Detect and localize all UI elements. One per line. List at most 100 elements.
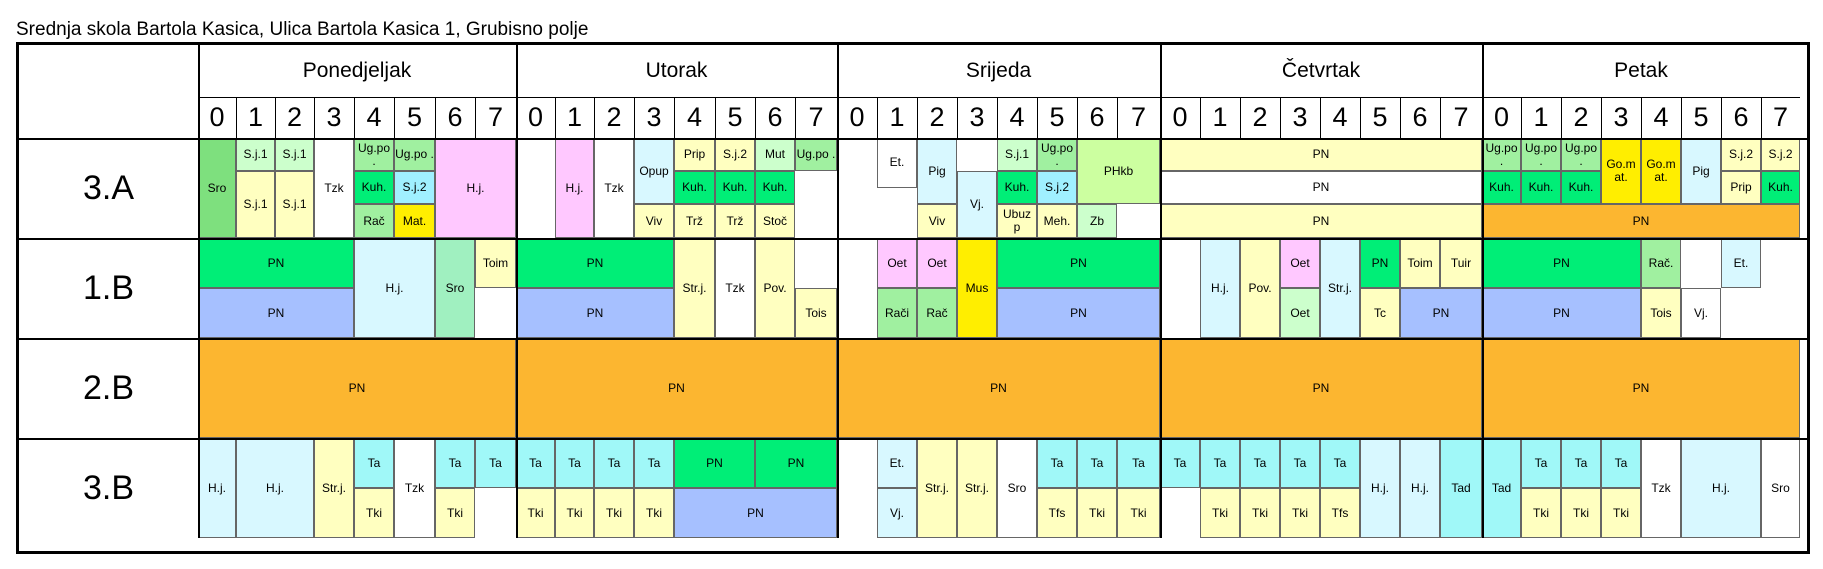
lesson-cell[interactable]: S.j.1: [275, 138, 314, 171]
lesson-cell[interactable]: Kuh.: [674, 171, 715, 204]
lesson-cell[interactable]: Toim: [1400, 238, 1440, 288]
lesson-cell[interactable]: PN: [1360, 238, 1400, 288]
lesson-cell[interactable]: Ta: [1200, 438, 1240, 488]
lesson-cell[interactable]: S.j.2: [394, 171, 435, 204]
lesson-cell[interactable]: Ta: [594, 438, 634, 488]
lesson-cell[interactable]: Trž: [715, 204, 755, 238]
lesson-cell[interactable]: Ta: [1320, 438, 1360, 488]
lesson-cell[interactable]: Tki: [1240, 488, 1280, 538]
lesson-cell[interactable]: PN: [997, 288, 1160, 338]
lesson-cell[interactable]: Ug.po .: [1561, 138, 1601, 171]
lesson-cell[interactable]: PN: [198, 288, 354, 338]
lesson-cell[interactable]: PN: [997, 238, 1160, 288]
lesson-cell[interactable]: Str.j.: [314, 438, 354, 538]
lesson-cell[interactable]: Ta: [555, 438, 594, 488]
lesson-cell[interactable]: Tki: [594, 488, 634, 538]
lesson-cell[interactable]: Trž: [674, 204, 715, 238]
lesson-cell[interactable]: Kuh.: [755, 171, 795, 204]
lesson-cell[interactable]: Tki: [354, 488, 394, 538]
lesson-cell[interactable]: PN: [674, 438, 755, 488]
lesson-cell[interactable]: Oet: [1280, 288, 1320, 338]
lesson-cell[interactable]: Rači: [877, 288, 917, 338]
lesson-cell[interactable]: Oet: [917, 238, 957, 288]
lesson-cell[interactable]: Et.: [877, 138, 917, 188]
lesson-cell[interactable]: Kuh.: [1482, 171, 1521, 204]
lesson-cell[interactable]: Meh.: [1037, 204, 1077, 238]
lesson-cell[interactable]: Ta: [1037, 438, 1077, 488]
lesson-cell[interactable]: Ug.po .: [1037, 138, 1077, 171]
lesson-cell[interactable]: Toim: [475, 238, 516, 288]
lesson-cell[interactable]: Oet: [1280, 238, 1320, 288]
lesson-cell[interactable]: Ta: [1240, 438, 1280, 488]
lesson-cell[interactable]: Go.m at.: [1641, 138, 1681, 204]
lesson-cell[interactable]: S.j.1: [236, 171, 275, 238]
lesson-cell[interactable]: Tki: [1200, 488, 1240, 538]
lesson-cell[interactable]: Mut: [755, 138, 795, 171]
lesson-cell[interactable]: Mat.: [394, 204, 435, 238]
lesson-cell[interactable]: Kuh.: [354, 171, 394, 204]
lesson-cell[interactable]: Ug.po .: [394, 138, 435, 171]
lesson-cell[interactable]: Vj.: [957, 171, 997, 238]
lesson-cell[interactable]: S.j.2: [715, 138, 755, 171]
lesson-cell[interactable]: S.j.1: [275, 171, 314, 238]
lesson-cell[interactable]: Tois: [795, 288, 837, 338]
lesson-cell[interactable]: PN: [674, 488, 837, 538]
lesson-cell[interactable]: Tki: [1521, 488, 1561, 538]
lesson-cell[interactable]: Kuh.: [997, 171, 1037, 204]
lesson-cell[interactable]: PN: [1482, 238, 1641, 288]
lesson-cell[interactable]: Ta: [516, 438, 555, 488]
lesson-cell[interactable]: Tc: [1360, 288, 1400, 338]
lesson-cell[interactable]: Et.: [1721, 238, 1761, 288]
lesson-cell[interactable]: S.j.2: [1721, 138, 1761, 171]
lesson-cell[interactable]: Ta: [1601, 438, 1641, 488]
lesson-cell[interactable]: Vj.: [877, 488, 917, 538]
lesson-cell[interactable]: Tzk: [394, 438, 435, 538]
lesson-cell[interactable]: Tois: [1641, 288, 1681, 338]
lesson-cell[interactable]: Sro: [198, 138, 236, 238]
lesson-cell[interactable]: Ubuz p: [997, 204, 1037, 238]
lesson-cell[interactable]: Tzk: [594, 138, 634, 238]
lesson-cell[interactable]: Ug.po .: [1482, 138, 1521, 171]
lesson-cell[interactable]: Rač: [917, 288, 957, 338]
lesson-cell[interactable]: Pov.: [1240, 238, 1280, 338]
lesson-cell[interactable]: H.j.: [1200, 238, 1240, 338]
lesson-cell[interactable]: Ta: [435, 438, 475, 488]
lesson-cell[interactable]: Ta: [1280, 438, 1320, 488]
lesson-cell[interactable]: S.j.1: [997, 138, 1037, 171]
lesson-cell[interactable]: Ta: [1077, 438, 1117, 488]
lesson-cell[interactable]: H.j.: [435, 138, 516, 238]
lesson-cell[interactable]: Kuh.: [715, 171, 755, 204]
lesson-cell[interactable]: Str.j.: [917, 438, 957, 538]
lesson-cell[interactable]: Ta: [354, 438, 394, 488]
lesson-cell[interactable]: Ta: [1160, 438, 1200, 488]
lesson-cell[interactable]: Ta: [634, 438, 674, 488]
lesson-cell[interactable]: Tki: [1117, 488, 1160, 538]
lesson-cell[interactable]: Opup: [634, 138, 674, 204]
lesson-cell[interactable]: Tfs: [1320, 488, 1360, 538]
lesson-cell[interactable]: PN: [837, 338, 1160, 438]
lesson-cell[interactable]: Tad: [1440, 438, 1482, 538]
lesson-cell[interactable]: H.j.: [354, 238, 435, 338]
lesson-cell[interactable]: Str.j.: [674, 238, 715, 338]
lesson-cell[interactable]: Rač.: [1641, 238, 1681, 288]
lesson-cell[interactable]: Tki: [435, 488, 475, 538]
lesson-cell[interactable]: Ug.po .: [795, 138, 837, 171]
lesson-cell[interactable]: Ta: [1561, 438, 1601, 488]
lesson-cell[interactable]: PN: [1482, 204, 1800, 238]
lesson-cell[interactable]: Viv: [917, 204, 957, 238]
lesson-cell[interactable]: Prip: [1721, 171, 1761, 204]
lesson-cell[interactable]: Kuh.: [1561, 171, 1601, 204]
lesson-cell[interactable]: Tzk: [715, 238, 755, 338]
lesson-cell[interactable]: Prip: [674, 138, 715, 171]
lesson-cell[interactable]: PN: [1400, 288, 1482, 338]
lesson-cell[interactable]: Tki: [516, 488, 555, 538]
lesson-cell[interactable]: Tki: [1601, 488, 1641, 538]
lesson-cell[interactable]: PN: [1160, 171, 1482, 204]
lesson-cell[interactable]: S.j.2: [1761, 138, 1800, 171]
lesson-cell[interactable]: Pig: [917, 138, 957, 204]
lesson-cell[interactable]: Tki: [555, 488, 594, 538]
lesson-cell[interactable]: Pig: [1681, 138, 1721, 204]
lesson-cell[interactable]: PN: [1482, 338, 1800, 438]
lesson-cell[interactable]: Ta: [1117, 438, 1160, 488]
lesson-cell[interactable]: Tki: [1280, 488, 1320, 538]
